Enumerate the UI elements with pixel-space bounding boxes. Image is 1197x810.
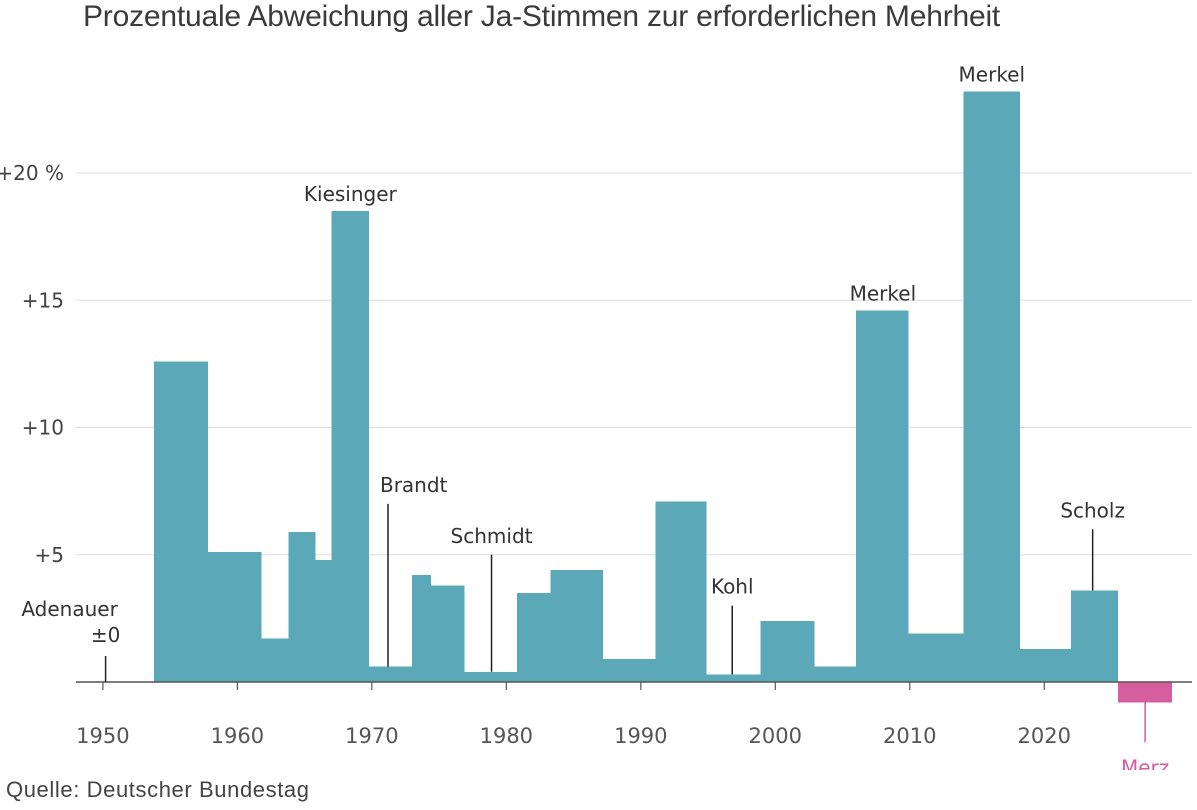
annotation-label: Brandt [380, 473, 448, 497]
y-tick-label: +10 [22, 416, 64, 440]
x-tick-label: 1950 [76, 724, 129, 748]
bar-negative [1118, 682, 1172, 703]
annotation-label: Kiesinger [304, 182, 398, 206]
x-tick-label: 1980 [480, 724, 533, 748]
bar [814, 666, 856, 682]
bar [517, 592, 551, 682]
bar [412, 575, 432, 682]
chart-source: Quelle: Deutscher Bundestag [6, 777, 310, 802]
annotation-label: Adenauer [21, 597, 118, 621]
x-axis-ticks: 1950 1960 1970 1980 1990 2000 2010 2020 [76, 682, 1071, 748]
bar [261, 638, 289, 682]
bar [963, 91, 1021, 682]
y-tick-label: +15 [22, 288, 64, 312]
bar [288, 531, 316, 682]
annotation-label: Scholz [1060, 498, 1125, 522]
y-tick-label: +5 [35, 543, 64, 567]
annotation-label: Merz [1121, 755, 1169, 770]
x-tick-label: 1960 [211, 724, 264, 748]
bar [603, 659, 656, 682]
bar [706, 674, 761, 682]
bar [431, 585, 465, 682]
bar [1020, 648, 1072, 682]
x-tick-label: 1970 [345, 724, 398, 748]
x-tick-label: 2000 [749, 724, 802, 748]
bar [655, 501, 707, 682]
annotations: Adenauer±0 Kiesinger Brandt Schmidt Kohl Merk… [21, 63, 1169, 770]
bar [855, 310, 909, 682]
annotation-label: Merkel [959, 63, 1026, 87]
bar [760, 620, 815, 682]
x-tick-label: 1990 [614, 724, 667, 748]
bars [153, 91, 1172, 703]
y-tick-label: +20 % [0, 161, 64, 185]
gridlines [76, 172, 1192, 556]
bar [315, 559, 332, 682]
bar [153, 361, 208, 682]
bar-chart: +5 +10 +15 +20 % 1950 1960 1970 1980 1990 2000 20… [0, 63, 1192, 770]
bar [464, 671, 518, 682]
y-axis: +5 +10 +15 +20 % [0, 161, 64, 567]
annotation-label: Kohl [711, 575, 754, 599]
bar [207, 552, 262, 682]
bar [550, 570, 604, 682]
annotation-sublabel: ±0 [91, 623, 120, 647]
bar [1071, 590, 1119, 682]
annotation-label: Schmidt [451, 524, 533, 548]
chart-title: Prozentuale Abweichung aller Ja-Stimmen … [83, 0, 1001, 33]
bar [908, 633, 964, 682]
bar [369, 666, 413, 682]
annotation-label: Merkel [850, 281, 917, 305]
x-tick-label: 2010 [883, 724, 936, 748]
x-tick-label: 2020 [1018, 724, 1071, 748]
bar [331, 211, 370, 683]
